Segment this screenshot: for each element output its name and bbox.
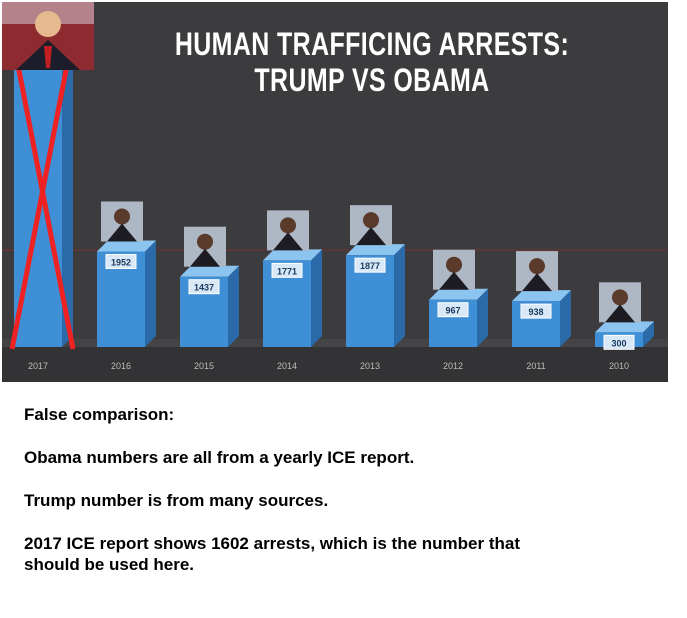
bar-side-2013 — [394, 244, 405, 347]
portrait-suit-2015 — [190, 248, 220, 267]
portrait-suit-2010 — [605, 304, 635, 323]
portrait-head-2015 — [197, 233, 213, 250]
bar-top-2015 — [180, 265, 239, 277]
portrait-head-2013 — [363, 212, 379, 229]
cross-line-b-2017 — [9, 33, 76, 350]
bar-side-2011 — [560, 290, 571, 347]
bar-top-2013 — [346, 244, 405, 256]
tick-label-2016: 2016 — [111, 361, 131, 371]
portrait-suit-2011 — [522, 273, 552, 292]
data-label-box-2012 — [437, 302, 469, 318]
data-label-box-2010 — [603, 334, 635, 350]
tick-label-2013: 2013 — [360, 361, 380, 371]
note-2017-ice: 2017 ICE report shows 1602 arrests, whic… — [24, 534, 521, 574]
bar-side-2017 — [62, 25, 73, 348]
note-heading: False comparison: — [24, 405, 175, 424]
tick-label-2012: 2012 — [443, 361, 463, 371]
data-label-2016: 1952 — [111, 258, 131, 268]
bar-top-2010 — [595, 321, 654, 333]
chart-title-line2: TRUMP VS OBAMA — [254, 62, 490, 98]
trump-photo-tie — [44, 46, 52, 68]
bar-top-2011 — [512, 290, 571, 302]
data-label-2010: 300 — [611, 338, 626, 348]
bar-side-2010 — [643, 321, 654, 347]
data-label-box-2014 — [271, 262, 303, 278]
portrait-head-2012 — [446, 256, 462, 273]
portrait-suit-2016 — [107, 223, 137, 242]
bar-side-2015 — [228, 265, 239, 347]
portrait-suit-2014 — [273, 232, 303, 251]
note-obama-source: Obama numbers are all from a yearly ICE … — [24, 448, 415, 467]
chart-title-line1: HUMAN TRAFFICING ARRESTS: — [174, 26, 570, 62]
chart-floor — [2, 339, 668, 347]
data-label-2014: 1771 — [277, 266, 297, 276]
data-label-box-2013 — [354, 257, 386, 273]
chart-axis-band — [2, 347, 668, 382]
portrait-suit-2013 — [356, 227, 386, 246]
note-trump-source: Trump number is from many sources. — [24, 491, 329, 510]
bar-side-2016 — [145, 240, 156, 347]
tick-label-2015: 2015 — [194, 361, 214, 371]
tick-label-2011: 2011 — [526, 361, 545, 371]
portrait-head-2011 — [529, 258, 545, 275]
bar-top-2012 — [429, 288, 488, 300]
bar-side-2014 — [311, 249, 322, 347]
tick-label-2014: 2014 — [277, 361, 297, 371]
chart-panel: 6355201719522016143720151771201418772013… — [2, 2, 668, 382]
data-label-2012: 967 — [445, 306, 460, 316]
trump-photo-head — [35, 11, 61, 37]
bar-chart: 6355201719522016143720151771201418772013… — [2, 2, 668, 382]
bar-side-2012 — [477, 288, 488, 347]
data-label-2013: 1877 — [360, 261, 380, 271]
data-label-box-2015 — [188, 279, 220, 295]
data-label-2011: 938 — [528, 307, 543, 317]
data-label-box-2011 — [520, 303, 552, 319]
bar-top-2016 — [97, 240, 156, 252]
data-label-2015: 1437 — [194, 283, 214, 293]
portrait-suit-2012 — [439, 271, 469, 290]
bar-top-2014 — [263, 249, 322, 261]
portrait-head-2010 — [612, 289, 628, 306]
portrait-head-2014 — [280, 217, 296, 234]
chart-title: HUMAN TRAFFICING ARRESTS: TRUMP VS OBAMA — [169, 26, 575, 98]
portrait-head-2016 — [114, 208, 130, 225]
data-label-box-2016 — [105, 254, 137, 270]
tick-label-2017: 2017 — [28, 361, 48, 371]
tick-label-2010: 2010 — [609, 361, 629, 371]
notes: False comparison: Obama numbers are all … — [24, 404, 664, 597]
